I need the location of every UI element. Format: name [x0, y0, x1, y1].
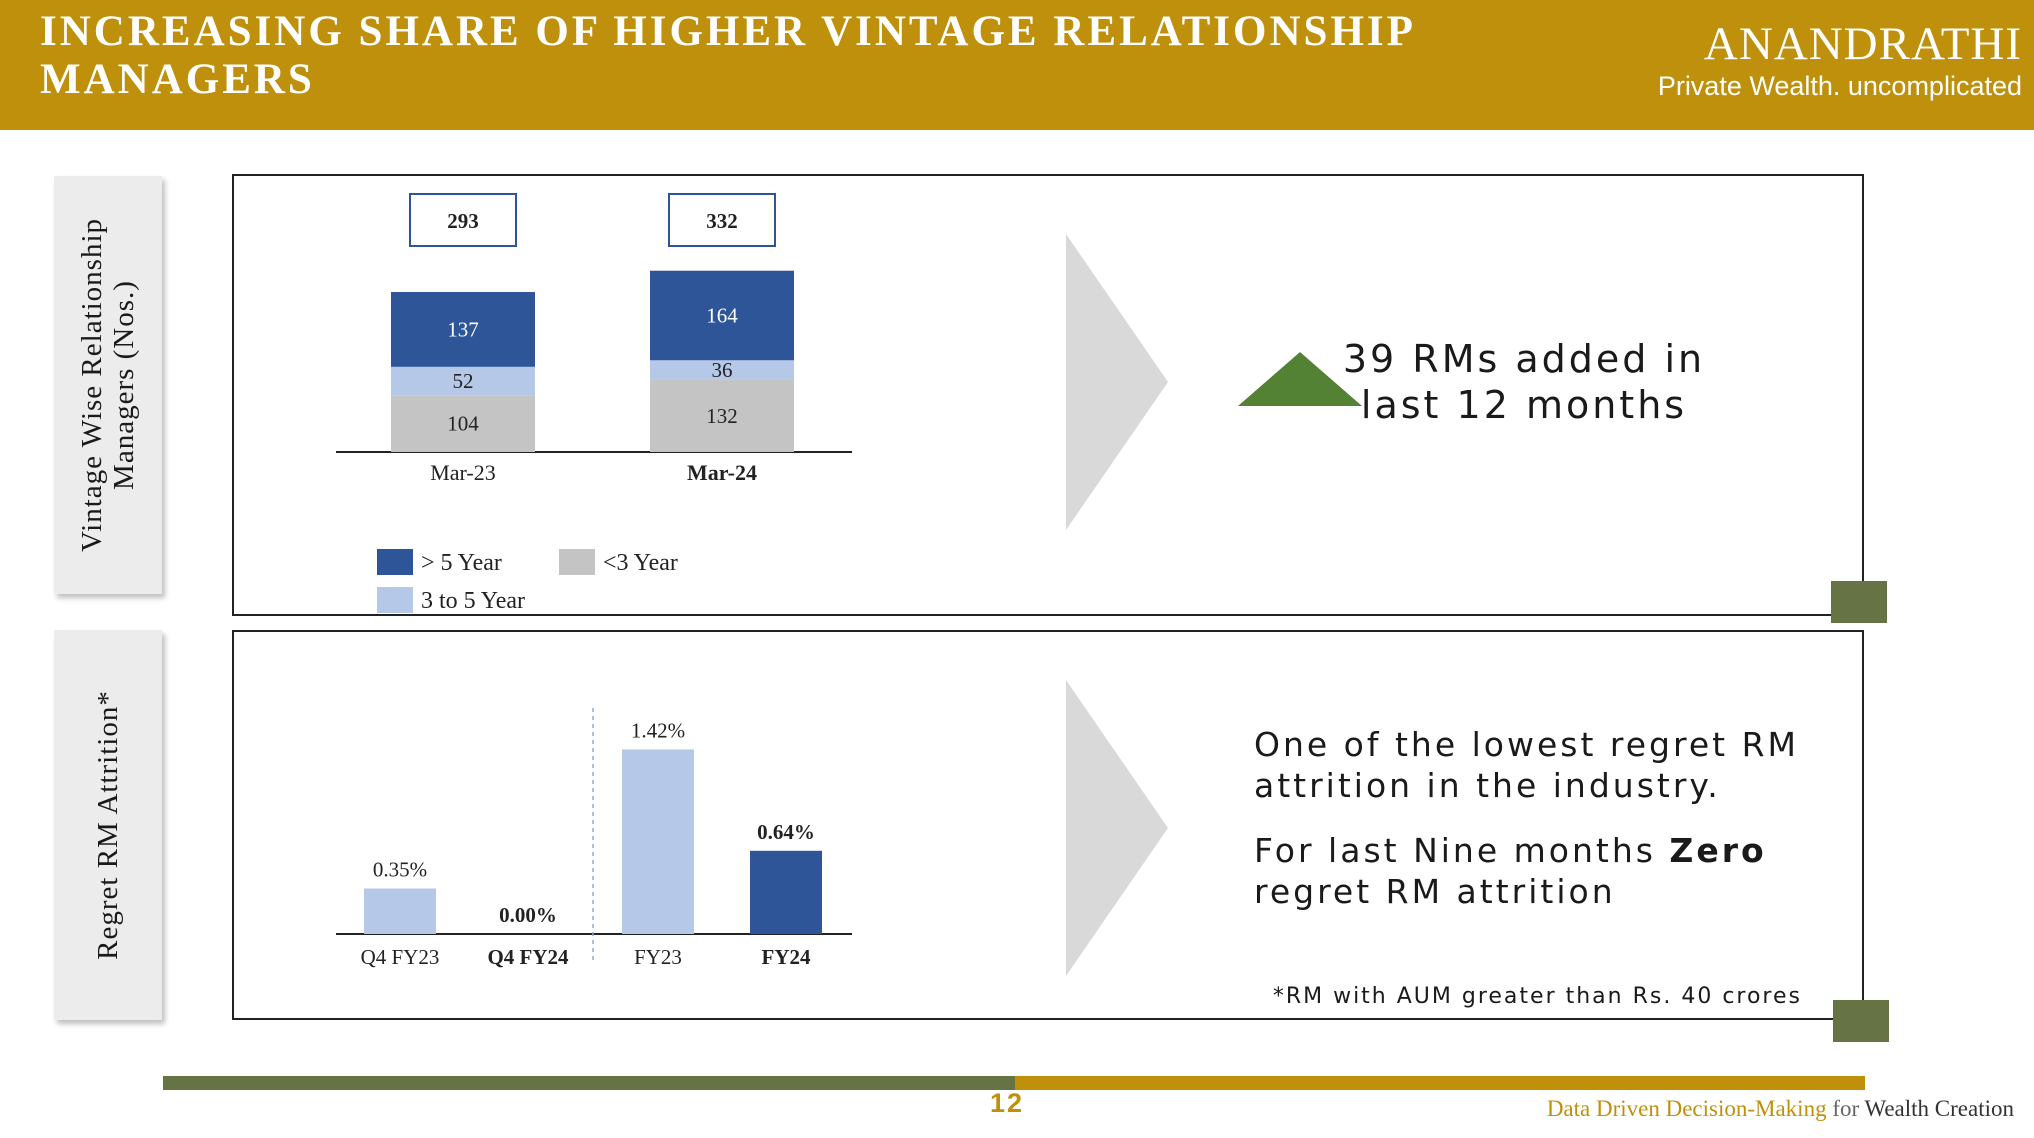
attrition-panel: 0.35% Q4 FY23 0.00% Q4 FY24 1.42% FY23 0.64% FY…	[232, 630, 1864, 1020]
side-label-attrition-text: Regret RM Attrition*	[92, 690, 124, 960]
bar-segment	[391, 395, 535, 452]
bar-segment-label: 104	[447, 412, 479, 436]
vintage-panel: 104 52 137 293 Mar-23 132 36 164 332 Mar-24 > 5 Ye…	[232, 174, 1864, 616]
bar-segment	[391, 366, 535, 396]
rm-added-line1: 39 RMs added in	[1342, 337, 1706, 381]
brand-name: ANANDRATHI	[1703, 18, 2022, 70]
attrition-note-line1: One of the lowest regret RM	[1254, 725, 1799, 764]
rm-added-note: 39 RMs added in last 12 months	[1244, 336, 1804, 428]
zero-attrition-bold: Zero	[1669, 831, 1767, 870]
total-label: 293	[447, 209, 479, 233]
footnote: *RM with AUM greater than Rs. 40 crores	[1272, 984, 1802, 1009]
zero-attrition-line1: For last Nine months Zero	[1254, 830, 1834, 871]
footer-bar-olive	[163, 1076, 1015, 1090]
legend-label: 3 to 5 Year	[421, 588, 525, 614]
rm-added-line2: last 12 months	[1360, 383, 1688, 427]
bar-segment	[650, 360, 794, 380]
bar-segment-label: 52	[453, 369, 474, 393]
x-tick-label: FY24	[762, 945, 811, 969]
bar-segment-label: 137	[447, 317, 479, 341]
total-label: 332	[706, 209, 738, 233]
corner-accent-bottom	[1833, 1000, 1889, 1042]
attrition-chart: 0.35% Q4 FY23 0.00% Q4 FY24 1.42% FY23 0.64% FY…	[336, 680, 1168, 976]
x-tick-label: FY23	[634, 945, 682, 969]
footer-tagline-part2: for	[1826, 1096, 1865, 1121]
up-triangle-icon	[1238, 352, 1362, 406]
total-box	[409, 193, 517, 247]
bar-segment-label: 36	[712, 358, 733, 382]
side-label-vintage-line1: Vintage Wise Relationship	[76, 217, 108, 553]
corner-accent-top	[1831, 581, 1887, 623]
zero-attrition-text: For last Nine months	[1254, 831, 1670, 870]
attrition-note: One of the lowest regret RM attrition in…	[1254, 724, 1834, 912]
attrition-bar	[622, 749, 694, 934]
data-label: 0.35%	[373, 858, 427, 882]
footer-tagline-part3: Wealth Creation	[1864, 1096, 2014, 1121]
brand-tagline: Private Wealth. uncomplicated	[1657, 71, 2022, 101]
footer-bar-gold	[1015, 1076, 1865, 1090]
vintage-chart: 104 52 137 293 Mar-23 132 36 164 332 Mar-24 > 5 Ye…	[336, 193, 1362, 614]
data-label: 1.42%	[631, 718, 685, 742]
attrition-bar	[364, 888, 436, 934]
bar-segment	[650, 379, 794, 452]
legend-swatch	[377, 549, 413, 575]
arrow-shape	[1066, 234, 1168, 530]
header-bar: Increasing Share of Higher Vintage Relat…	[0, 0, 2034, 130]
x-tick-label: Mar-24	[687, 460, 757, 485]
legend-label: > 5 Year	[421, 550, 502, 576]
side-label-vintage-line2: Managers (Nos.)	[108, 280, 140, 490]
side-label-attrition: Regret RM Attrition*	[54, 630, 162, 1020]
arrow-shape	[1066, 680, 1168, 976]
zero-attrition-line2: regret RM attrition	[1254, 872, 1616, 911]
brand-logo: ANANDRATHI Private Wealth. uncomplicated	[1658, 18, 2022, 102]
x-tick-label: Q4 FY23	[361, 945, 440, 969]
attrition-bar	[750, 850, 822, 934]
legend-swatch	[377, 587, 413, 613]
attrition-note-line2: attrition in the industry.	[1254, 766, 1721, 805]
bar-segment	[650, 270, 794, 361]
total-box	[668, 193, 776, 247]
side-label-vintage: Vintage Wise Relationship Managers (Nos.…	[54, 176, 162, 594]
page-number: 12	[990, 1088, 1025, 1118]
data-label: 0.00%	[499, 903, 557, 927]
page-title: Increasing Share of Higher Vintage Relat…	[40, 8, 1414, 103]
data-label: 0.64%	[757, 820, 815, 844]
legend-label: <3 Year	[603, 550, 678, 576]
legend-swatch	[559, 549, 595, 575]
footer-tagline: Data Driven Decision-Making for Wealth C…	[1547, 1096, 2014, 1122]
x-tick-label: Q4 FY24	[487, 945, 569, 969]
x-tick-label: Mar-23	[430, 460, 496, 485]
bar-segment	[391, 292, 535, 367]
bar-segment-label: 132	[706, 404, 738, 428]
bar-segment-label: 164	[706, 304, 738, 328]
footer-tagline-part1: Data Driven Decision-Making	[1546, 1096, 1827, 1121]
